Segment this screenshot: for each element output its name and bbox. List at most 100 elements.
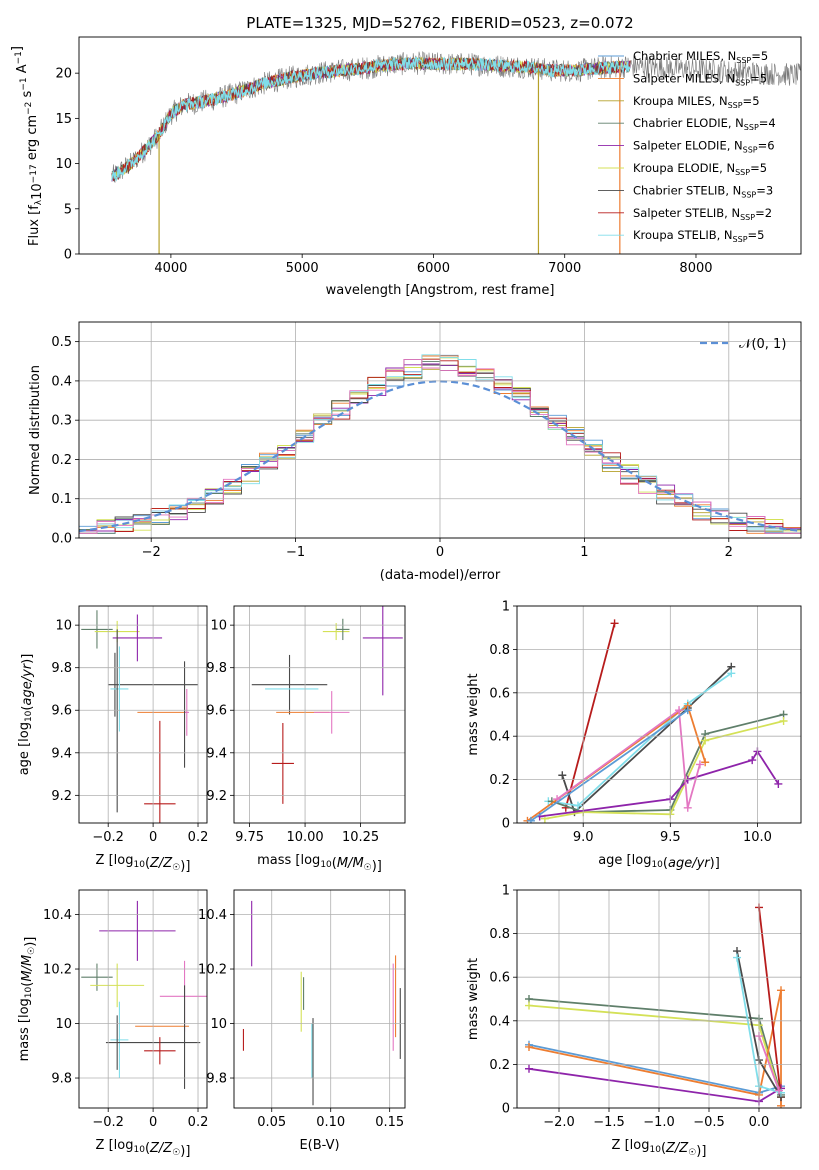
y-tick-label: 10.4 [43, 908, 72, 923]
x-tick-label: 10.0 [743, 830, 772, 845]
legend-entry: Salpeter STELIB, NSSP=2 [633, 206, 772, 222]
legend-entry: Chabrier ELODIE, NSSP=4 [633, 116, 776, 132]
y-tick-label: 1 [502, 600, 510, 615]
x-tick-label: −2.0 [543, 1115, 575, 1130]
plot-area [525, 903, 785, 1108]
x-axis-label: (data-model)/error [380, 568, 501, 583]
series-point [701, 736, 710, 745]
figure-title: PLATE=1325, MJD=52762, FIBERID=0523, z=0… [246, 14, 633, 32]
x-tick-label: 0.2 [188, 830, 209, 845]
x-axis-label: mass [log10(M/M☉)] [257, 853, 382, 874]
x-axis-label: age [log10(age/yr)] [598, 853, 720, 871]
x-tick-label: 2 [725, 545, 733, 560]
y-tick-label: 9.2 [206, 789, 227, 804]
x-tick-label: −1 [286, 545, 305, 560]
series-line [758, 907, 782, 1098]
series-point [525, 1042, 533, 1051]
y-tick-label: 9.6 [51, 704, 72, 719]
panel-age_vs_Z: −0.2 0 0.2 9.2 9.4 9.6 9.8 10 age [log10(age/yr)… [17, 605, 209, 874]
y-tick-label: 0.4 [489, 730, 510, 745]
series-line [530, 709, 689, 822]
series-point [683, 706, 692, 715]
errorbar-point [90, 963, 145, 1008]
x-axis-label: Z [log10(Z/Z☉)] [96, 1138, 191, 1159]
errorbar-point [362, 606, 403, 696]
plot-area [242, 900, 401, 1106]
y-tick-label: 9.6 [206, 704, 227, 719]
series-point [777, 1101, 785, 1108]
series-line [528, 1043, 782, 1094]
x-tick-label: 0 [436, 545, 444, 560]
plot-area [251, 606, 403, 804]
y-axis-label: Flux [fλ10−17 erg cm−2 s−1 A−1] [10, 46, 45, 246]
x-tick-label: 4000 [154, 261, 187, 276]
series-point [526, 816, 535, 823]
x-tick-label: −2 [142, 545, 161, 560]
errorbar-point [144, 1037, 176, 1065]
x-tick-label: −0.2 [92, 830, 124, 845]
x-tick-label: 0.0 [749, 1115, 770, 1130]
errorbar-point [81, 963, 113, 991]
axes-frame [78, 36, 802, 255]
series-point [683, 803, 692, 812]
series-point [558, 771, 567, 780]
y-tick-label: 5 [64, 202, 72, 217]
legend-entry: 𝒩(0, 1) [739, 337, 786, 352]
series-line [548, 672, 732, 807]
x-tick-label: 10.00 [286, 830, 323, 845]
series-line [539, 749, 780, 818]
series-point [733, 953, 741, 962]
y-tick-label: 9.8 [51, 1072, 72, 1087]
series-point [779, 717, 788, 726]
axes-frame [516, 605, 802, 824]
series-point [775, 1086, 783, 1095]
series-line [528, 990, 782, 1106]
errorbar-point [144, 720, 176, 823]
errorbar-point [336, 618, 350, 641]
series-point [610, 619, 619, 628]
y-tick-label: 9.2 [51, 789, 72, 804]
y-axis-label: mass weight [466, 958, 481, 1040]
axes-frame [78, 321, 802, 539]
series-point [525, 1064, 533, 1073]
x-tick-label: 0 [149, 1115, 157, 1130]
model-spectrum [111, 56, 631, 182]
x-tick-label: −0.5 [693, 1115, 725, 1130]
series-point [675, 706, 684, 715]
y-tick-label: 0 [502, 1102, 510, 1117]
x-tick-label: 10.25 [342, 830, 379, 845]
y-tick-label: 10 [55, 157, 72, 172]
errorbar-point [110, 646, 129, 732]
errorbar-point [184, 688, 190, 736]
axes-frame [78, 605, 208, 824]
legend: Chabrier MILES, NSSP=5 Salpeter MILES, NS… [598, 49, 776, 244]
y-tick-label: 10 [210, 1017, 227, 1032]
panel-weight_vs_age: 9.0 9.5 10.0 0 0.2 0.4 0.6 0.8 1 mass weight age [… [466, 600, 802, 871]
series-line [556, 708, 701, 809]
x-tick-label: 0.15 [375, 1115, 404, 1130]
errorbar-point [110, 1001, 129, 1079]
x-tick-label: 0 [149, 830, 157, 845]
errorbar-point [271, 723, 294, 804]
series-line [564, 623, 616, 809]
errorbar-point [99, 900, 176, 961]
y-tick-label: 9.8 [206, 661, 227, 676]
errorbar-point [251, 654, 328, 715]
y-axis-label: mass [log10(M/M☉)] [17, 937, 38, 1062]
x-tick-label: 5000 [286, 261, 319, 276]
panel-mass_vs_EBV: 0.05 0.10 0.15 9.8 10 10.2 10.4 E(B-V) [198, 889, 406, 1153]
series-point [695, 760, 704, 769]
x-tick-label: −0.2 [92, 1115, 124, 1130]
plot-area [81, 900, 207, 1089]
y-tick-label: 0.0 [51, 532, 72, 547]
y-tick-label: 20 [55, 67, 72, 82]
x-tick-label: 9.75 [235, 830, 264, 845]
axes-frame [233, 889, 406, 1109]
x-tick-label: 1 [580, 545, 588, 560]
legend-entry: Chabrier MILES, NSSP=5 [633, 49, 768, 65]
panel-weight_vs_Z: −2.0 −1.5 −1.0 −0.5 0.0 0 0.2 0.4 0.6 0.8 1 mass we… [466, 884, 802, 1159]
axes-frame [516, 889, 802, 1109]
series-line [528, 1004, 782, 1098]
y-tick-label: 9.4 [206, 746, 227, 761]
